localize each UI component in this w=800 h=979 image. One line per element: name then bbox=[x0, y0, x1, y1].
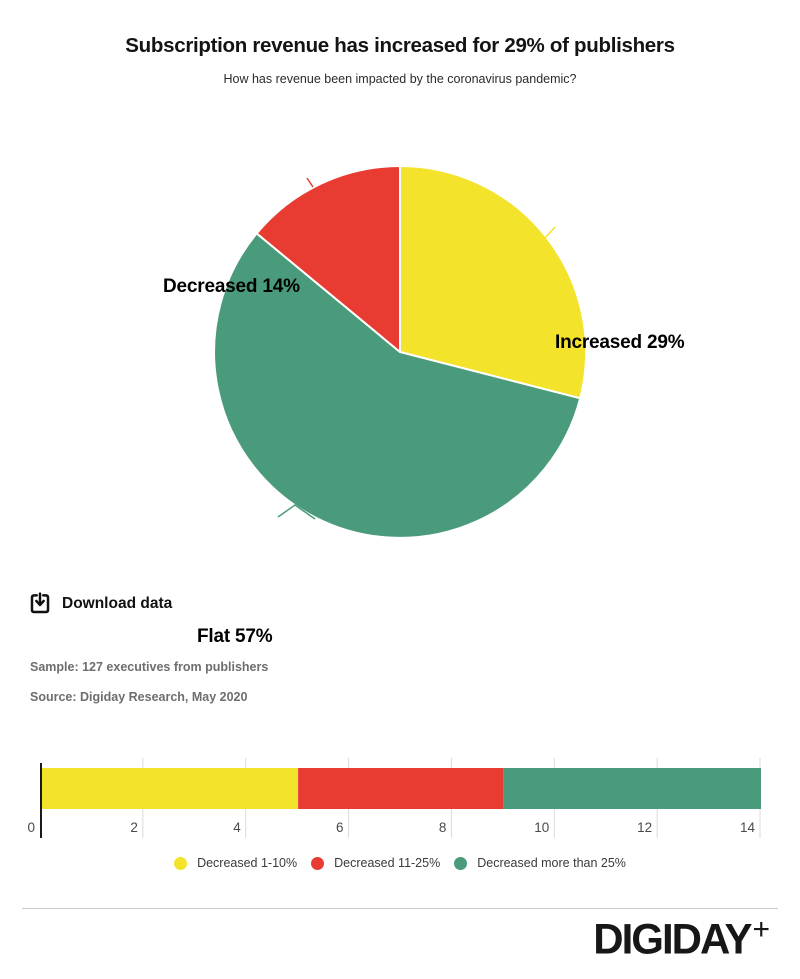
bar-segment-2[interactable] bbox=[503, 768, 761, 809]
legend-label: Decreased more than 25% bbox=[477, 856, 626, 870]
bar-segment-1[interactable] bbox=[298, 768, 504, 809]
axis-tick-label: 4 bbox=[233, 820, 241, 835]
axis-tick-label: 6 bbox=[336, 820, 344, 835]
axis-tick-label: 2 bbox=[130, 820, 138, 835]
axis-tick-label: 12 bbox=[637, 820, 652, 835]
legend-label: Decreased 1-10% bbox=[197, 856, 298, 870]
leader-increased bbox=[544, 226, 556, 239]
axis-tick-label: 0 bbox=[27, 820, 35, 835]
footer-divider bbox=[22, 908, 778, 909]
axis-tick-label: 14 bbox=[740, 820, 756, 835]
source-note: Source: Digiday Research, May 2020 bbox=[30, 690, 248, 704]
legend-dot bbox=[454, 856, 468, 870]
pie-label-flat: Flat 57% bbox=[197, 626, 273, 647]
pie-chart: Decreased 14% Increased 29% Flat 57% bbox=[0, 120, 800, 647]
pie-slice-increased[interactable] bbox=[399, 165, 588, 400]
bar-chart: 0 2 4 6 8 10 12 14 bbox=[0, 750, 800, 850]
pie-svg bbox=[213, 165, 588, 539]
digiday-logo: DIGIDAY + bbox=[593, 913, 770, 963]
legend-dot bbox=[174, 856, 188, 870]
axis-tick-label: 10 bbox=[534, 820, 549, 835]
chart-subtitle: How has revenue been impacted by the cor… bbox=[223, 72, 577, 86]
pie-slice-decreased[interactable] bbox=[255, 165, 401, 353]
bar-svg: 0 2 4 6 8 10 12 14 bbox=[27, 758, 761, 838]
pie-label-decreased: Decreased 14% bbox=[163, 276, 300, 297]
legend-item: Decreased 1-10% bbox=[174, 856, 297, 870]
legend-item: Decreased 11-25% bbox=[311, 856, 440, 870]
leader-decreased bbox=[306, 177, 314, 188]
download-label: Download data bbox=[62, 595, 173, 612]
pie-label-increased: Increased 29% bbox=[555, 332, 685, 353]
digiday-wordmark: DIGIDAY bbox=[593, 914, 752, 963]
sample-note: Sample: 127 executives from publishers bbox=[30, 660, 269, 674]
bar-legend: Decreased 1-10% Decreased 11-25% Decreas… bbox=[0, 856, 800, 870]
chart-title: Subscription revenue has increased for 2… bbox=[125, 34, 675, 57]
legend-label: Decreased 11-25% bbox=[334, 856, 441, 870]
download-data-button[interactable]: Download data bbox=[27, 591, 172, 617]
leader-flat bbox=[277, 504, 316, 520]
bar-segment-0[interactable] bbox=[41, 768, 299, 809]
pie-slice-flat[interactable] bbox=[213, 232, 582, 539]
axis-tick-label: 8 bbox=[439, 820, 447, 835]
download-icon bbox=[27, 591, 53, 617]
digiday-plus-icon: + bbox=[752, 913, 770, 946]
legend-item: Decreased more than 25% bbox=[454, 856, 626, 870]
legend-dot bbox=[311, 856, 325, 870]
